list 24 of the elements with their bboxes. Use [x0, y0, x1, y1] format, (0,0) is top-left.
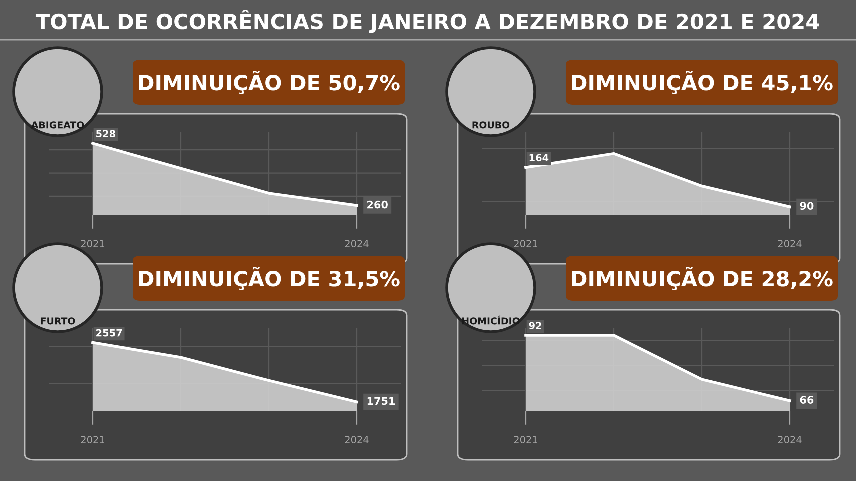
chart-subtitle: ABIGEATO	[31, 122, 84, 129]
x-tick-label: 2021	[81, 240, 104, 248]
chart-title: DIMINUIÇÃO DE 31,5%	[139, 266, 400, 291]
text: TOTAL DE OCORRÊNCIAS DE JANEIRO A DEZEMBRO DE 2021 E 2024	[36, 10, 820, 34]
chart-subtitle: FURTO	[41, 318, 76, 325]
x-tick-label: 2021	[514, 240, 538, 248]
data-label: 528	[96, 130, 116, 138]
data-label: 164	[530, 154, 549, 162]
x-tick-label: 2024	[778, 240, 802, 248]
chart-title: DIMINUIÇÃO DE 50,7%	[139, 70, 400, 95]
chart-title: DIMINUIÇÃO DE 45,1%	[572, 70, 833, 95]
x-tick-label: 2021	[514, 436, 538, 444]
data-label: 1751	[368, 397, 395, 406]
x-tick-label: 2024	[778, 436, 802, 444]
chart-subtitle: ROUBO	[472, 122, 510, 129]
data-label: 90	[800, 202, 814, 210]
data-label: 66	[800, 396, 814, 404]
data-label: 92	[529, 322, 542, 330]
chart-title: DIMINUIÇÃO DE 28,2%	[572, 266, 833, 291]
data-label: 260	[368, 200, 388, 209]
x-tick-label: 2024	[345, 436, 369, 444]
x-tick-label: 2021	[81, 436, 104, 444]
x-tick-label: 2024	[345, 240, 369, 248]
data-label: 2557	[96, 329, 122, 337]
